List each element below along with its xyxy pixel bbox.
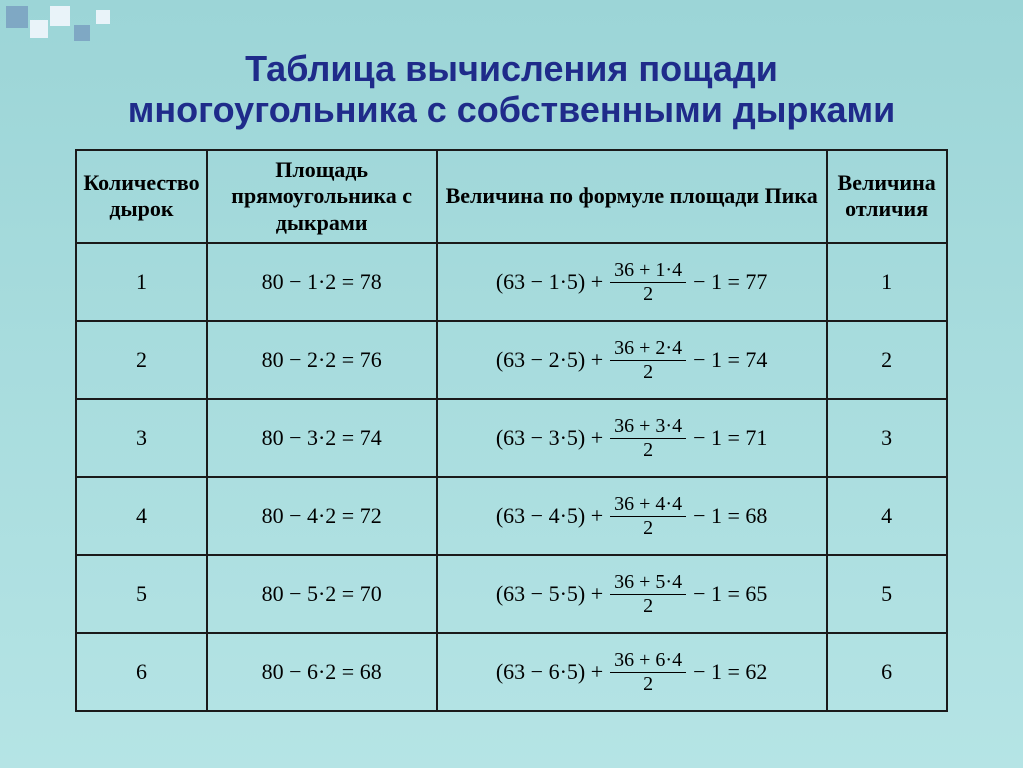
col-header-area: Площадь прямоугольника с дыкрами xyxy=(207,150,437,243)
cell-pick-formula: (63 − 4·5) + 36 + 4·42 − 1 = 68 xyxy=(437,477,827,555)
pick-right: − 1 = 62 xyxy=(693,659,767,685)
cell-difference: 5 xyxy=(827,555,947,633)
cell-holes-count: 4 xyxy=(76,477,206,555)
pick-fraction-denominator: 2 xyxy=(643,439,653,460)
cell-pick-formula: (63 − 3·5) + 36 + 3·42 − 1 = 71 xyxy=(437,399,827,477)
cell-pick-formula: (63 − 1·5) + 36 + 1·42 − 1 = 77 xyxy=(437,243,827,321)
pick-fraction-denominator: 2 xyxy=(643,517,653,538)
pick-left: (63 − 1·5) + xyxy=(496,269,603,295)
pick-fraction: 36 + 6·42 xyxy=(610,650,686,694)
pick-fraction: 36 + 5·42 xyxy=(610,572,686,616)
table-row: 680 − 6·2 = 68(63 − 6·5) +36 + 6·42− 1 =… xyxy=(76,633,946,711)
pick-left: (63 − 5·5) + xyxy=(496,581,603,607)
deco-square xyxy=(96,10,110,24)
cell-difference: 3 xyxy=(827,399,947,477)
pick-right: − 1 = 74 xyxy=(693,347,767,373)
pick-fraction-numerator: 36 + 5·4 xyxy=(610,572,686,595)
pick-fraction: 36 + 2·42 xyxy=(610,338,686,382)
cell-rect-area: 80 − 5·2 = 70 xyxy=(207,555,437,633)
pick-right: − 1 = 71 xyxy=(693,425,767,451)
cell-pick-formula: (63 − 2·5) + 36 + 2·42 − 1 = 74 xyxy=(437,321,827,399)
col-header-holes: Количество дырок xyxy=(76,150,206,243)
cell-rect-area: 80 − 3·2 = 74 xyxy=(207,399,437,477)
pick-fraction-denominator: 2 xyxy=(643,673,653,694)
deco-square xyxy=(30,20,48,38)
deco-square xyxy=(50,6,70,26)
pick-left: (63 − 3·5) + xyxy=(496,425,603,451)
table-row: 480 − 4·2 = 72(63 − 4·5) +36 + 4·42− 1 =… xyxy=(76,477,946,555)
cell-difference: 1 xyxy=(827,243,947,321)
cell-holes-count: 2 xyxy=(76,321,206,399)
cell-rect-area: 80 − 1·2 = 78 xyxy=(207,243,437,321)
pick-left: (63 − 4·5) + xyxy=(496,503,603,529)
cell-difference: 4 xyxy=(827,477,947,555)
cell-pick-formula: (63 − 6·5) + 36 + 6·42 − 1 = 62 xyxy=(437,633,827,711)
pick-fraction-numerator: 36 + 3·4 xyxy=(610,416,686,439)
pick-right: − 1 = 65 xyxy=(693,581,767,607)
pick-fraction: 36 + 1·42 xyxy=(610,260,686,304)
pick-fraction-denominator: 2 xyxy=(643,361,653,382)
table-row: 380 − 3·2 = 74(63 − 3·5) +36 + 3·42− 1 =… xyxy=(76,399,946,477)
pick-fraction-numerator: 36 + 2·4 xyxy=(610,338,686,361)
pick-right: − 1 = 77 xyxy=(693,269,767,295)
deco-square xyxy=(6,6,28,28)
pick-fraction: 36 + 4·42 xyxy=(610,494,686,538)
pick-fraction-numerator: 36 + 6·4 xyxy=(610,650,686,673)
cell-rect-area: 80 − 6·2 = 68 xyxy=(207,633,437,711)
deco-square xyxy=(74,25,90,41)
cell-holes-count: 6 xyxy=(76,633,206,711)
pick-fraction-numerator: 36 + 4·4 xyxy=(610,494,686,517)
cell-rect-area: 80 − 2·2 = 76 xyxy=(207,321,437,399)
cell-holes-count: 5 xyxy=(76,555,206,633)
cell-holes-count: 1 xyxy=(76,243,206,321)
col-header-pick: Величина по формуле площади Пика xyxy=(437,150,827,243)
cell-difference: 6 xyxy=(827,633,947,711)
table-header-row: Количество дырок Площадь прямоугольника … xyxy=(76,150,946,243)
cell-difference: 2 xyxy=(827,321,947,399)
pick-fraction-denominator: 2 xyxy=(643,595,653,616)
cell-holes-count: 3 xyxy=(76,399,206,477)
col-header-diff: Величина отличия xyxy=(827,150,947,243)
corner-decoration xyxy=(0,0,220,50)
pick-fraction-numerator: 36 + 1·4 xyxy=(610,260,686,283)
pick-left: (63 − 6·5) + xyxy=(496,659,603,685)
table-row: 180 − 1·2 = 78(63 − 1·5) +36 + 1·42− 1 =… xyxy=(76,243,946,321)
cell-rect-area: 80 − 4·2 = 72 xyxy=(207,477,437,555)
pick-right: − 1 = 68 xyxy=(693,503,767,529)
table-row: 580 − 5·2 = 70(63 − 5·5) +36 + 5·42− 1 =… xyxy=(76,555,946,633)
title-line-2: многоугольника с собственными дырками xyxy=(128,89,895,130)
table-row: 280 − 2·2 = 76(63 − 2·5) +36 + 2·42− 1 =… xyxy=(76,321,946,399)
title-line-1: Таблица вычисления пощади xyxy=(245,48,778,89)
cell-pick-formula: (63 − 5·5) + 36 + 5·42 − 1 = 65 xyxy=(437,555,827,633)
pick-left: (63 − 2·5) + xyxy=(496,347,603,373)
pick-fraction-denominator: 2 xyxy=(643,283,653,304)
pick-fraction: 36 + 3·42 xyxy=(610,416,686,460)
pick-area-table: Количество дырок Площадь прямоугольника … xyxy=(75,149,947,712)
